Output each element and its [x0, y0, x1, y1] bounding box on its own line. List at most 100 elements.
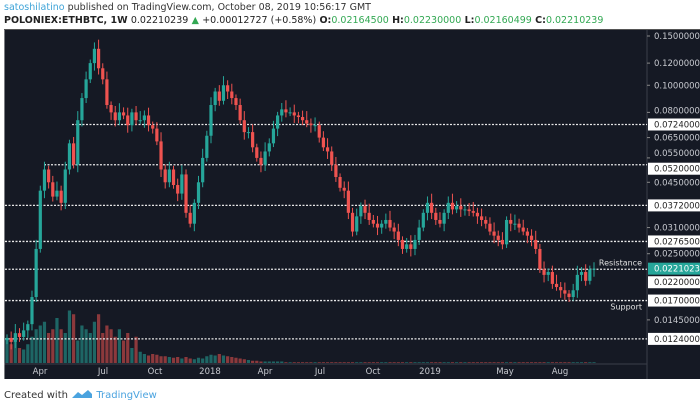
- candle-body[interactable]: [151, 125, 155, 129]
- candle-body[interactable]: [417, 227, 421, 240]
- candle-body[interactable]: [492, 231, 496, 236]
- candle-body[interactable]: [371, 219, 375, 224]
- candle-body[interactable]: [121, 112, 126, 116]
- candle-body[interactable]: [167, 169, 171, 183]
- candle-body[interactable]: [84, 79, 88, 99]
- candle-body[interactable]: [384, 219, 388, 224]
- candle-body[interactable]: [221, 85, 226, 101]
- candle-body[interactable]: [559, 287, 563, 291]
- candle-body[interactable]: [342, 187, 346, 191]
- candle-body[interactable]: [76, 120, 80, 165]
- candle-body[interactable]: [521, 227, 525, 232]
- candle-body[interactable]: [513, 223, 517, 225]
- candle-body[interactable]: [325, 147, 330, 152]
- candle-body[interactable]: [9, 337, 13, 342]
- candle-body[interactable]: [442, 212, 446, 224]
- candle-body[interactable]: [421, 212, 425, 228]
- candle-body[interactable]: [217, 91, 221, 101]
- candle-body[interactable]: [375, 223, 380, 228]
- candle-body[interactable]: [405, 244, 409, 249]
- candle-body[interactable]: [534, 239, 538, 249]
- candle-body[interactable]: [230, 91, 234, 99]
- candle-body[interactable]: [284, 109, 288, 113]
- candle-body[interactable]: [67, 143, 72, 170]
- candle-body[interactable]: [163, 169, 167, 183]
- candle-body[interactable]: [51, 182, 55, 197]
- candle-body[interactable]: [546, 272, 550, 275]
- candle-body[interactable]: [55, 190, 59, 197]
- candle-body[interactable]: [26, 324, 30, 331]
- candle-body[interactable]: [455, 206, 459, 210]
- candle-body[interactable]: [192, 202, 196, 224]
- candle-body[interactable]: [259, 157, 263, 165]
- candle-body[interactable]: [238, 105, 242, 121]
- candle-body[interactable]: [434, 212, 438, 220]
- candle-body[interactable]: [542, 269, 546, 275]
- candle-body[interactable]: [47, 169, 51, 183]
- candle-body[interactable]: [134, 112, 138, 121]
- candle-body[interactable]: [130, 112, 134, 126]
- candle-body[interactable]: [475, 212, 480, 217]
- candle-body[interactable]: [563, 290, 567, 294]
- candle-body[interactable]: [504, 219, 509, 245]
- candle-body[interactable]: [334, 164, 338, 177]
- candle-body[interactable]: [392, 227, 396, 232]
- candle-body[interactable]: [309, 123, 313, 126]
- candle-body[interactable]: [92, 48, 97, 64]
- candle-body[interactable]: [246, 132, 251, 134]
- candle-body[interactable]: [276, 115, 280, 129]
- candle-body[interactable]: [171, 169, 176, 186]
- candle-body[interactable]: [42, 169, 47, 191]
- candle-body[interactable]: [305, 120, 309, 124]
- candle-body[interactable]: [488, 223, 492, 232]
- candle-body[interactable]: [430, 202, 434, 213]
- candle-body[interactable]: [96, 48, 101, 69]
- candle-body[interactable]: [251, 132, 255, 148]
- candle-body[interactable]: [72, 143, 76, 165]
- candle-body[interactable]: [425, 202, 430, 213]
- candle-body[interactable]: [263, 151, 267, 165]
- candle-body[interactable]: [180, 174, 184, 194]
- candle-body[interactable]: [105, 79, 109, 106]
- candle-body[interactable]: [109, 105, 113, 113]
- candle-body[interactable]: [80, 98, 84, 121]
- candle-body[interactable]: [280, 109, 284, 116]
- author-link[interactable]: satoshilatino: [4, 2, 65, 13]
- candle-body[interactable]: [196, 182, 201, 203]
- candle-body[interactable]: [288, 112, 292, 114]
- candle-body[interactable]: [359, 206, 363, 217]
- candle-body[interactable]: [380, 223, 384, 228]
- candle-body[interactable]: [30, 297, 34, 325]
- candle-body[interactable]: [554, 283, 559, 288]
- candle-body[interactable]: [267, 143, 271, 152]
- candle-body[interactable]: [588, 269, 592, 281]
- candle-body[interactable]: [188, 212, 192, 224]
- candle-body[interactable]: [255, 147, 259, 158]
- candle-body[interactable]: [101, 68, 105, 80]
- candle-body[interactable]: [113, 112, 117, 121]
- candle-body[interactable]: [242, 120, 246, 133]
- candle-body[interactable]: [584, 272, 588, 281]
- candle-body[interactable]: [5, 337, 9, 341]
- candle-body[interactable]: [446, 202, 450, 213]
- candle-body[interactable]: [471, 211, 475, 213]
- candle-body[interactable]: [226, 85, 230, 92]
- candle-body[interactable]: [355, 216, 359, 232]
- candle-body[interactable]: [346, 190, 350, 213]
- candle-body[interactable]: [17, 333, 22, 337]
- candle-body[interactable]: [88, 63, 92, 80]
- candle-body[interactable]: [388, 219, 392, 228]
- candle-body[interactable]: [34, 248, 38, 298]
- candle-body[interactable]: [201, 157, 205, 183]
- candle-body[interactable]: [126, 115, 130, 126]
- candle-body[interactable]: [38, 190, 42, 249]
- candle-body[interactable]: [592, 268, 596, 270]
- candle-body[interactable]: [575, 274, 579, 291]
- candle-body[interactable]: [300, 117, 305, 121]
- candle-body[interactable]: [400, 239, 405, 249]
- candle-body[interactable]: [296, 115, 301, 118]
- candle-body[interactable]: [571, 290, 575, 298]
- candle-body[interactable]: [509, 219, 513, 224]
